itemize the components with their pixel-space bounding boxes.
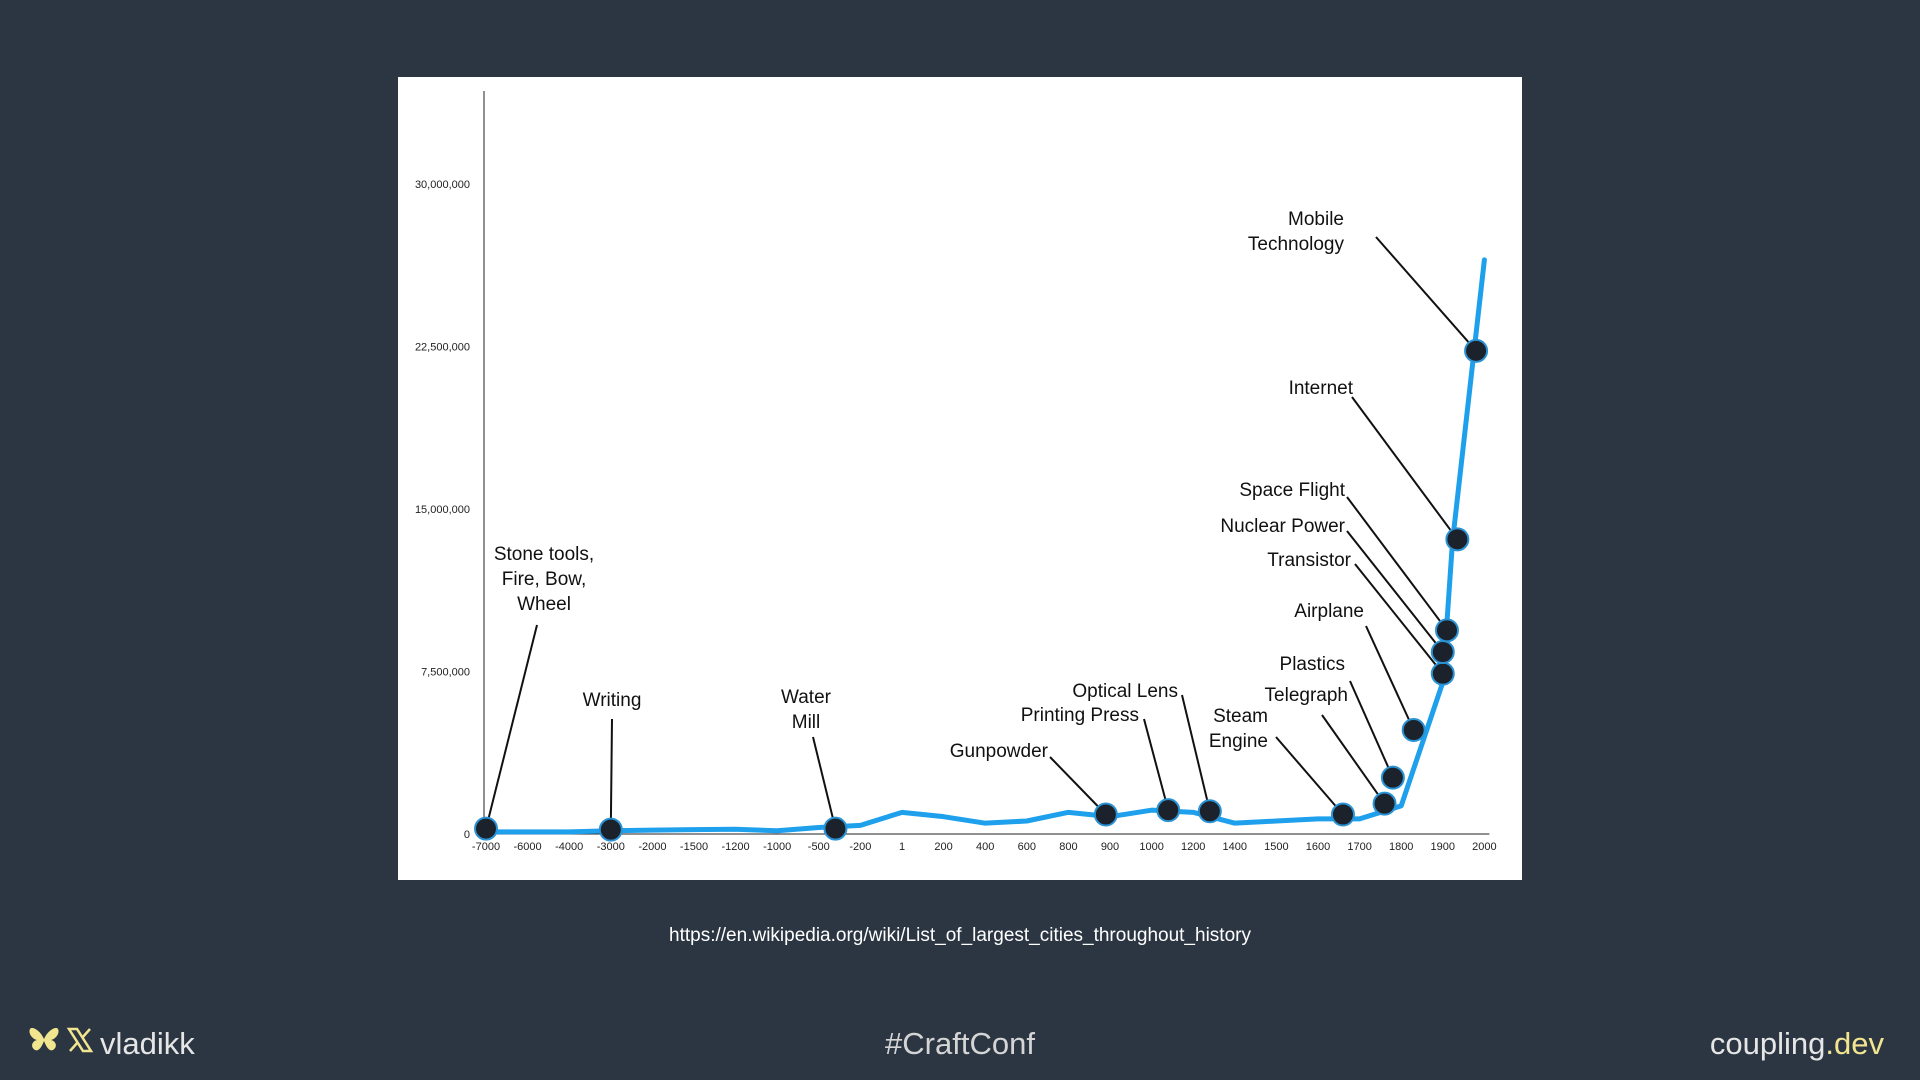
chart-svg: 0 7,500,000 15,000,000 22,500,000 30,000,000… xyxy=(415,91,1497,853)
annotation-label: Internet xyxy=(1289,378,1354,399)
x-logo-icon xyxy=(66,1026,94,1062)
x-tick-label: -7000 xyxy=(472,841,500,853)
annotation-marker xyxy=(1430,661,1455,686)
annotation-marker xyxy=(1330,802,1355,827)
annotation-leader xyxy=(1365,625,1415,731)
x-tick-label: 1000 xyxy=(1139,841,1163,853)
x-tick-label: 400 xyxy=(976,841,994,853)
annotation-leader xyxy=(1349,680,1394,779)
x-tick-label: 1500 xyxy=(1264,841,1288,853)
x-tick-label: 1400 xyxy=(1223,841,1247,853)
annotation-label: Plastics xyxy=(1280,654,1345,675)
annotation-leader xyxy=(1375,236,1477,352)
annotation-label: Space Flight xyxy=(1239,480,1345,501)
x-tick-label: 1800 xyxy=(1389,841,1413,853)
annotation-marker xyxy=(1372,791,1397,816)
annotation-marker xyxy=(1464,338,1489,363)
annotation-label: Stone tools, Fire, Bow, Wheel xyxy=(494,544,594,615)
annotation-marker xyxy=(1430,640,1455,664)
x-tick-label: -1200 xyxy=(722,841,750,853)
annotation-marker xyxy=(1197,799,1222,824)
annotation-label: Mobile Technology xyxy=(1248,209,1345,255)
annotation-leader xyxy=(1049,756,1107,816)
x-tick-label: 1900 xyxy=(1431,841,1455,853)
x-tick-label: -6000 xyxy=(514,841,542,853)
y-tick-label: 0 xyxy=(464,829,470,841)
annotation-label: Writing xyxy=(583,690,642,711)
x-tick-label: -1000 xyxy=(763,841,791,853)
y-tick-label: 15,000,000 xyxy=(415,504,470,516)
annotation-marker xyxy=(1445,527,1470,552)
x-tick-label: -200 xyxy=(849,841,871,853)
footer-handle: vladikk xyxy=(28,1026,195,1062)
annotation-marker xyxy=(1380,765,1405,790)
annotation-leader xyxy=(485,624,538,829)
annotation-marker xyxy=(1093,802,1118,827)
butterfly-icon xyxy=(28,1026,60,1062)
y-tick-label: 22,500,000 xyxy=(415,342,470,354)
x-tick-label: -3000 xyxy=(597,841,625,853)
x-tick-label: 1600 xyxy=(1306,841,1330,853)
x-tick-label: 1 xyxy=(899,841,905,853)
annotation-marker xyxy=(1156,798,1181,823)
x-tick-label: -2000 xyxy=(638,841,666,853)
annotation-label: Printing Press xyxy=(1021,705,1139,726)
annotation-marker xyxy=(1434,618,1459,643)
annotation-marker xyxy=(1401,718,1426,742)
site-accent: .dev xyxy=(1825,1026,1884,1061)
annotation-label: Steam Engine xyxy=(1209,706,1268,752)
x-tick-label: 800 xyxy=(1059,841,1077,853)
annotation-leader xyxy=(1143,718,1170,811)
annotation-label: Water Mill xyxy=(781,687,832,733)
annotation-marker xyxy=(474,816,498,841)
annotation-label: Optical Lens xyxy=(1072,681,1178,702)
handle-text: vladikk xyxy=(100,1026,195,1061)
x-tick-label: 2000 xyxy=(1472,841,1496,853)
source-link[interactable]: https://en.wikipedia.org/wiki/List_of_la… xyxy=(669,925,1251,946)
annotation-leader xyxy=(1321,714,1386,805)
annotation-label: Airplane xyxy=(1294,601,1364,622)
x-tick-label: 1200 xyxy=(1181,841,1205,853)
annotation-marker xyxy=(598,817,623,842)
annotation-label: Transistor xyxy=(1267,550,1351,571)
y-tick-label: 30,000,000 xyxy=(415,179,470,191)
annotation-leader xyxy=(1275,736,1344,816)
y-tick-label: 7,500,000 xyxy=(421,667,470,679)
annotation-marker xyxy=(823,816,848,841)
x-tick-label: -4000 xyxy=(555,841,583,853)
annotation-label: Nuclear Power xyxy=(1220,516,1345,537)
annotation-label: Gunpowder xyxy=(950,741,1049,762)
conference-hashtag: #CraftConf xyxy=(885,1026,1035,1061)
site-name: coupling.dev xyxy=(1710,1026,1884,1062)
annotation-label: Telegraph xyxy=(1265,685,1348,706)
annotation-leader xyxy=(1181,694,1211,812)
annotation-leader xyxy=(812,736,837,829)
x-tick-label: 600 xyxy=(1018,841,1036,853)
x-tick-label: 1700 xyxy=(1347,841,1371,853)
x-tick-label: -1500 xyxy=(680,841,708,853)
x-tick-label: 900 xyxy=(1101,841,1119,853)
site-main: coupling xyxy=(1709,1026,1826,1061)
x-tick-label: 200 xyxy=(934,841,952,853)
chart-frame: 0 7,500,000 15,000,000 22,500,000 30,000,000… xyxy=(398,77,1522,880)
x-tick-label: -500 xyxy=(808,841,830,853)
annotation-leader xyxy=(1346,496,1448,631)
annotation-leader xyxy=(609,718,613,830)
annotation-leader xyxy=(1351,396,1459,540)
annotation-leader xyxy=(1346,530,1444,653)
annotation-leader xyxy=(1354,563,1444,675)
